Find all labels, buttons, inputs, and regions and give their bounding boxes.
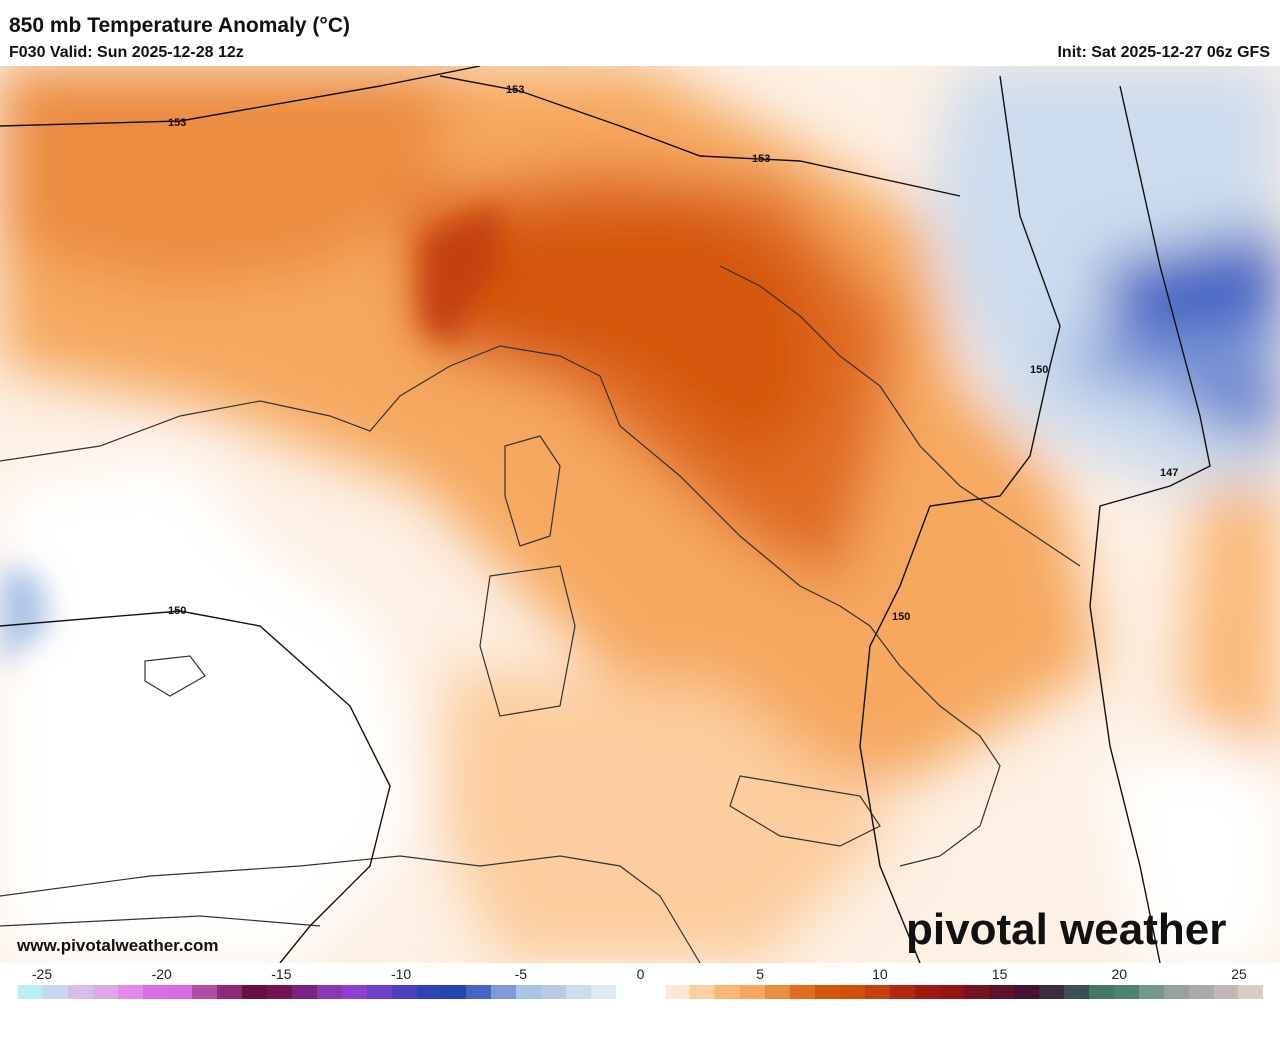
colorbar-swatch (242, 985, 268, 999)
colorbar-swatch (640, 985, 666, 999)
colorbar-tick-label: -20 (151, 966, 172, 982)
colorbar-swatch (889, 985, 915, 999)
colorbar-swatch (441, 985, 467, 999)
colorbar-swatch (541, 985, 566, 999)
colorbar-swatch (864, 985, 890, 999)
colorbar-swatch (391, 985, 417, 999)
colorbar-swatch (989, 985, 1015, 999)
colorbar-tick-label: -15 (271, 966, 292, 982)
colorbar-swatch (615, 985, 641, 999)
colorbar-swatch (740, 985, 766, 999)
colorbar-swatch (964, 985, 990, 999)
colorbar-swatch (1163, 985, 1189, 999)
colorbar-tick-label: 10 (872, 966, 888, 982)
colorbar-swatch (466, 985, 492, 999)
colorbar-swatch (1064, 985, 1089, 999)
colorbar-swatch (815, 985, 840, 999)
colorbar-ticks: -25 -20 -15 -10 -5 0 5 10 15 20 25 (0, 966, 1280, 983)
colorbar-swatch (516, 985, 542, 999)
colorbar-swatch (1138, 985, 1164, 999)
colorbar-swatch (67, 985, 93, 999)
pivotal-weather-logo: pivotal weather (906, 905, 1227, 954)
colorbar-swatch (267, 985, 292, 999)
contour-labels: 153 153 153 150 150 150 147 (168, 84, 1178, 623)
colorbar-swatch (765, 985, 791, 999)
coastlines (0, 265, 1081, 963)
colorbar (18, 985, 1264, 999)
colorbar-tick-label: -10 (390, 966, 412, 982)
colorbar-swatch (1039, 985, 1065, 999)
colorbar-swatch (291, 985, 317, 999)
contour-label: 147 (1160, 467, 1178, 479)
anomaly-fill (0, 66, 1280, 963)
colorbar-swatch (117, 985, 143, 999)
colorbar-tick-label: -5 (514, 966, 528, 982)
colorbar-swatch (1088, 985, 1114, 999)
colorbar-swatch (590, 985, 616, 999)
colorbar-swatch (715, 985, 741, 999)
contour-label: 150 (168, 605, 186, 617)
colorbar-swatch (18, 985, 43, 999)
colorbar-swatch (217, 985, 243, 999)
colorbar-swatch (192, 985, 218, 999)
colorbar-swatch (167, 985, 193, 999)
colorbar-swatch (1014, 985, 1040, 999)
colorbar-swatch (665, 985, 691, 999)
colorbar-swatch (839, 985, 865, 999)
colorbar-tick-label: 15 (991, 966, 1008, 982)
valid-time: F030 Valid: Sun 2025-12-28 12z (9, 44, 244, 61)
colorbar-tick-label: -25 (31, 966, 53, 982)
init-time: Init: Sat 2025-12-27 06z GFS (1057, 44, 1270, 61)
colorbar-swatch (1213, 985, 1239, 999)
colorbar-swatch (92, 985, 118, 999)
website-url: www.pivotalweather.com (17, 936, 219, 955)
colorbar-swatch (42, 985, 68, 999)
colorbar-swatch (316, 985, 342, 999)
colorbar-swatch (1113, 985, 1139, 999)
contour-label: 150 (892, 611, 910, 623)
colorbar-swatch (790, 985, 815, 999)
contour-label: 153 (752, 153, 770, 165)
contour-label: 150 (1030, 364, 1048, 376)
contour-label: 153 (506, 84, 524, 96)
colorbar-tick-label: 25 (1231, 966, 1247, 982)
colorbar-swatch (416, 985, 442, 999)
colorbar-swatch (142, 985, 168, 999)
map-title: 850 mb Temperature Anomaly (°C) (9, 14, 350, 37)
colorbar-tick-label: 5 (756, 966, 765, 982)
colorbar-swatch (914, 985, 940, 999)
colorbar-tick-label: 20 (1111, 966, 1128, 982)
contour-label: 153 (168, 117, 186, 129)
colorbar-swatch (1238, 985, 1264, 999)
temperature-anomaly-map: 153 153 153 150 150 150 147 (0, 66, 1280, 963)
colorbar-swatch (565, 985, 591, 999)
colorbar-swatch (341, 985, 367, 999)
colorbar-tick-label: 0 (636, 966, 645, 982)
colorbar-swatch (690, 985, 716, 999)
colorbar-swatch (1188, 985, 1214, 999)
colorbar-swatch (366, 985, 392, 999)
colorbar-swatch (939, 985, 965, 999)
height-contours (0, 66, 1211, 963)
colorbar-swatch (491, 985, 517, 999)
